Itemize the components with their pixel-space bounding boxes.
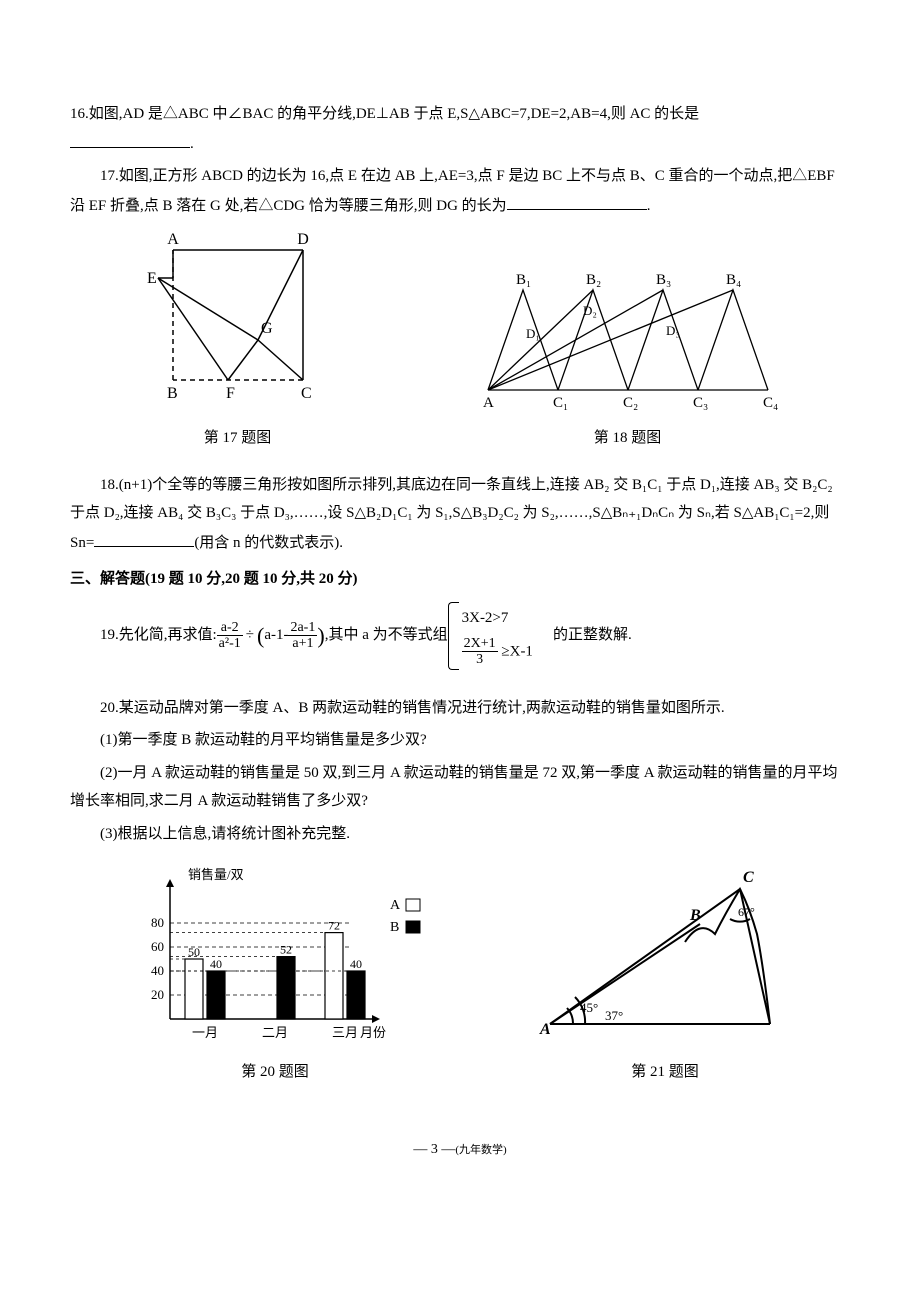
q20-p1: (1)第一季度 B 款运动鞋的月平均销售量是多少双? [70, 726, 850, 755]
fig20: 20406080销售量/双月份5040一月52二月7240三月AB 第 20 题… [115, 864, 435, 1087]
q17: 17.如图,正方形 ABCD 的边长为 16,点 E 在边 AB 上,AE=3,… [70, 162, 850, 220]
q16-blank [70, 129, 190, 148]
q19-pl: ( [257, 615, 264, 657]
fig17-caption: 第 17 题图 [204, 424, 272, 453]
q18-text-b: (用含 n 的代数式表示). [194, 535, 343, 551]
lbl-A18: A [483, 395, 494, 411]
q16-text: 16.如图,AD 是△ABC 中∠BAC 的角平分线,DE⊥AB 于点 E,S△… [70, 106, 699, 122]
q19: 19.先化简,再求值: a-2 a²-1 ÷ ( a-1- 2a-1 a+1 )… [100, 602, 850, 670]
q19-s2n: 2X+1 [462, 636, 498, 652]
fig21-caption: 第 21 题图 [631, 1058, 699, 1087]
q19-f1d: a²-1 [217, 636, 243, 651]
ang37: 37° [605, 1008, 623, 1023]
lbl-E: E [147, 270, 157, 287]
lbl-D2: D₂ [583, 303, 597, 318]
svg-text:20: 20 [151, 987, 164, 1002]
fig17-svg: A D E G B F C [133, 230, 343, 420]
q19-sys2: 2X+1 3 ≥X-1 [462, 634, 533, 670]
svg-text:二月: 二月 [262, 1025, 288, 1040]
q19-system: 3X-2>7 2X+1 3 ≥X-1 [448, 602, 533, 670]
svg-text:三月: 三月 [332, 1025, 358, 1040]
lbl-F: F [226, 385, 235, 402]
q19-sys2-rest: ≥X-1 [501, 643, 533, 659]
svg-text:月份: 月份 [360, 1025, 386, 1040]
lbl-C: C [301, 385, 312, 402]
lbl-A: A [167, 231, 179, 248]
q17-blank [507, 191, 647, 210]
q19-pr: ) [317, 615, 324, 657]
q19-inner-a: a-1- [264, 621, 288, 650]
fig18-svg: A C₁ C₂ C₃ C₄ B₁ B₂ B₃ B₄ D₁ D₂ D₃ [468, 260, 788, 420]
svg-text:B: B [390, 920, 399, 935]
lbl-B1: B₁ [516, 272, 531, 288]
svg-text:一月: 一月 [192, 1025, 218, 1040]
svg-text:52: 52 [280, 943, 292, 957]
svg-text:销售量/双: 销售量/双 [188, 867, 244, 882]
q16: 16.如图,AD 是△ABC 中∠BAC 的角平分线,DE⊥AB 于点 E,S△… [70, 100, 850, 129]
q16-blank-line: . [70, 129, 850, 159]
q19-mid: ,其中 a 为不等式组 [325, 621, 448, 650]
q19-f1n: a-2 [217, 620, 243, 636]
q19-div: ÷ [246, 621, 254, 650]
svg-text:60: 60 [151, 939, 164, 954]
q20-p3: (3)根据以上信息,请将统计图补充完整. [70, 820, 850, 849]
svg-text:40: 40 [350, 957, 362, 971]
footer-pg: — 3 — [413, 1142, 455, 1157]
svg-text:72: 72 [328, 919, 340, 933]
ang67: 67° [738, 905, 755, 919]
section3-title: 三、解答题(19 题 10 分,20 题 10 分,共 20 分) [70, 565, 850, 594]
fig-row-17-18: A D E G B F C 第 17 题图 A C₁ [70, 230, 850, 453]
lbl-C1: C₁ [553, 395, 568, 411]
lbl-C4: C₄ [763, 395, 778, 411]
lbl-C2: C₂ [623, 395, 638, 411]
lbl-G: G [261, 320, 273, 337]
q19-f2n: 2a-1 [288, 620, 317, 636]
q19-sys2-frac: 2X+1 3 [462, 636, 498, 668]
q19-pre: 19.先化简,再求值: [100, 621, 217, 650]
lbl-D3: D₃ [666, 323, 680, 338]
lbl-A21: A [539, 1021, 551, 1038]
svg-text:40: 40 [151, 963, 164, 978]
lbl-D1: D₁ [526, 326, 540, 341]
fig20-caption: 第 20 题图 [241, 1058, 309, 1087]
q19-f2d: a+1 [288, 636, 317, 651]
svg-text:A: A [390, 898, 401, 913]
q19-sys1: 3X-2>7 [462, 602, 533, 635]
q19-frac2: 2a-1 a+1 [288, 620, 317, 652]
lbl-B21: B [689, 907, 701, 924]
page-footer: — 3 —(九年数学) [70, 1137, 850, 1164]
lbl-B: B [167, 385, 178, 402]
lbl-C21: C [743, 869, 754, 886]
lbl-B4: B₄ [726, 272, 741, 288]
fig18-caption: 第 18 题图 [594, 424, 662, 453]
fig-row-20-21: 20406080销售量/双月份5040一月52二月7240三月AB 第 20 题… [70, 864, 850, 1087]
q17-text: 17.如图,正方形 ABCD 的边长为 16,点 E 在边 AB 上,AE=3,… [70, 168, 835, 214]
lbl-C3: C₃ [693, 395, 708, 411]
fig17: A D E G B F C 第 17 题图 [133, 230, 343, 453]
fig20-svg: 20406080销售量/双月份5040一月52二月7240三月AB [115, 864, 435, 1054]
fig21: A B C 45° 37° 67° 第 21 题图 [525, 864, 805, 1087]
lbl-B2: B₂ [586, 272, 601, 288]
q19-frac1: a-2 a²-1 [217, 620, 243, 652]
q20-text: 20.某运动品牌对第一季度 A、B 两款运动鞋的销售情况进行统计,两款运动鞋的销… [70, 694, 850, 723]
q20-p2: (2)一月 A 款运动鞋的销售量是 50 双,到三月 A 款运动鞋的销售量是 7… [70, 759, 850, 816]
fig18: A C₁ C₂ C₃ C₄ B₁ B₂ B₃ B₄ D₁ D₂ D₃ 第 18 … [468, 260, 788, 453]
q18-text: 18.(n+1)个全等的等腰三角形按如图所示排列,其底边在同一条直线上,连接 A… [70, 471, 850, 558]
lbl-B3: B₃ [656, 272, 671, 288]
fig21-svg: A B C 45° 37° 67° [525, 864, 805, 1054]
q19-post: 的正整数解. [553, 621, 632, 650]
svg-text:40: 40 [210, 957, 222, 971]
lbl-D: D [297, 231, 309, 248]
q18-blank [94, 528, 194, 547]
svg-text:80: 80 [151, 915, 164, 930]
q19-s2d: 3 [462, 652, 498, 667]
ang45: 45° [580, 1000, 598, 1015]
footer-subj: (九年数学) [455, 1144, 506, 1156]
